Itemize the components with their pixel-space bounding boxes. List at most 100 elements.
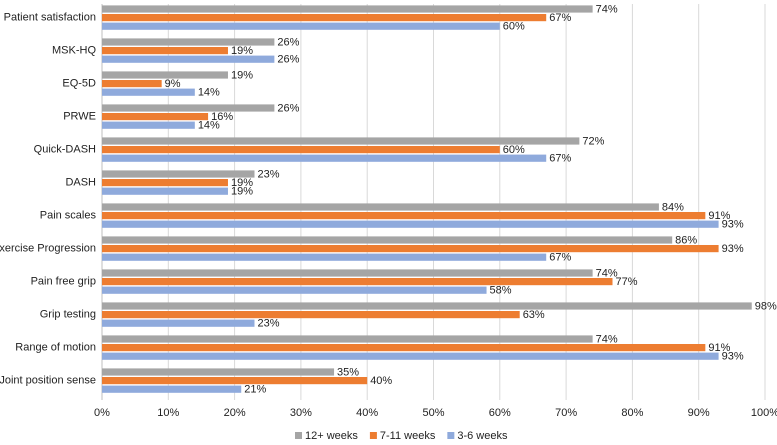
x-tick-label: 20% xyxy=(224,407,246,419)
data-label: 21% xyxy=(244,384,266,396)
bar xyxy=(102,137,580,145)
data-label: 93% xyxy=(722,219,744,231)
data-label: 91% xyxy=(708,210,730,222)
y-tick-label: Quick-DASH xyxy=(34,143,96,155)
data-label: 14% xyxy=(198,87,220,99)
bar xyxy=(102,344,706,352)
bar xyxy=(102,104,275,112)
bar xyxy=(102,47,228,55)
bar xyxy=(102,170,255,178)
legend-label: 7-11 weeks xyxy=(380,430,436,440)
bar xyxy=(102,38,275,46)
x-tick-label: 0% xyxy=(94,407,110,419)
y-tick-label: Pain free grip xyxy=(31,275,96,287)
bar xyxy=(102,335,593,343)
data-label: 67% xyxy=(549,12,571,24)
data-label: 72% xyxy=(582,135,604,147)
legend-swatch xyxy=(295,432,302,439)
data-label: 19% xyxy=(231,177,253,189)
data-label: 19% xyxy=(231,69,253,81)
data-label: 19% xyxy=(231,186,253,198)
x-tick-label: 80% xyxy=(621,407,643,419)
data-label: 86% xyxy=(675,234,697,246)
x-tick-label: 30% xyxy=(290,407,312,419)
x-tick-label: 100% xyxy=(751,407,777,419)
x-tick-label: 40% xyxy=(356,407,378,419)
data-label: 26% xyxy=(277,54,299,66)
y-tick-label: Exercise Progression xyxy=(0,242,96,254)
bar xyxy=(102,5,593,13)
y-tick-label: MSK-HQ xyxy=(52,44,96,56)
legend-swatch xyxy=(369,432,377,439)
y-tick-label: DASH xyxy=(65,176,96,188)
x-tick-label: 60% xyxy=(489,407,511,419)
data-label: 23% xyxy=(257,318,279,330)
bar xyxy=(102,286,487,294)
legend-label: 12+ weeks xyxy=(305,430,358,440)
y-tick-label: Range of motion xyxy=(15,341,96,353)
bar xyxy=(102,88,195,96)
bar xyxy=(102,212,706,220)
data-label: 74% xyxy=(596,267,618,279)
bar xyxy=(102,302,752,310)
x-tick-label: 50% xyxy=(422,407,444,419)
data-label: 84% xyxy=(662,201,684,213)
legend-label: 3-6 weeks xyxy=(457,430,508,440)
bar xyxy=(102,14,547,22)
data-label: 63% xyxy=(523,309,545,321)
data-label: 91% xyxy=(708,342,730,354)
data-label: 93% xyxy=(722,351,744,363)
bar xyxy=(102,146,500,154)
x-tick-label: 70% xyxy=(555,407,577,419)
bar xyxy=(102,121,195,129)
bar xyxy=(102,220,719,228)
data-label: 58% xyxy=(490,285,512,297)
data-label: 14% xyxy=(198,120,220,132)
bar xyxy=(102,80,162,88)
data-label: 93% xyxy=(722,243,744,255)
bar xyxy=(102,319,255,327)
y-tick-label: Grip testing xyxy=(40,308,96,320)
bar xyxy=(102,377,368,385)
bar xyxy=(102,236,673,244)
x-tick-label: 10% xyxy=(157,407,179,419)
bar xyxy=(102,203,659,211)
data-label: 77% xyxy=(616,276,638,288)
data-label: 74% xyxy=(596,3,618,15)
bar xyxy=(102,253,547,261)
y-tick-label: EQ-5D xyxy=(62,77,96,89)
data-label: 35% xyxy=(337,366,359,378)
bar xyxy=(102,22,500,30)
bar xyxy=(102,71,228,79)
data-label: 67% xyxy=(549,252,571,264)
bar xyxy=(102,269,593,277)
bar xyxy=(102,245,719,253)
y-tick-label: Joint position sense xyxy=(0,374,96,386)
bar xyxy=(102,368,335,376)
bar xyxy=(102,385,242,393)
data-label: 19% xyxy=(231,45,253,57)
data-label: 26% xyxy=(277,102,299,114)
data-label: 67% xyxy=(549,153,571,165)
data-label: 60% xyxy=(503,144,525,156)
y-tick-label: Patient satisfaction xyxy=(4,11,96,23)
data-label: 9% xyxy=(165,78,181,90)
bar xyxy=(102,154,547,162)
legend-swatch xyxy=(447,432,455,439)
y-tick-label: PRWE xyxy=(63,110,96,122)
bar xyxy=(102,311,520,319)
bar xyxy=(102,179,228,187)
y-tick-label: Pain scales xyxy=(40,209,97,221)
bar xyxy=(102,187,228,195)
bar xyxy=(102,278,613,286)
data-label: 16% xyxy=(211,111,233,123)
bar xyxy=(102,113,209,121)
data-label: 98% xyxy=(755,300,777,312)
bar xyxy=(102,55,275,63)
data-label: 40% xyxy=(370,375,392,387)
data-label: 60% xyxy=(503,21,525,33)
data-label: 23% xyxy=(257,168,279,180)
data-label: 74% xyxy=(596,333,618,345)
data-label: 26% xyxy=(277,36,299,48)
